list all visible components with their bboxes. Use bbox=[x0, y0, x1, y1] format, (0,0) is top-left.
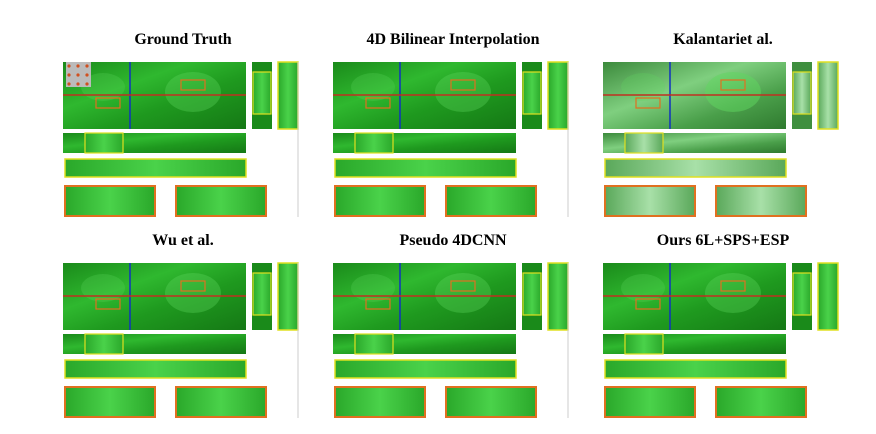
panel-title: 4D Bilinear Interpolation bbox=[366, 31, 539, 48]
texture bbox=[351, 73, 395, 101]
grid-dot bbox=[76, 82, 80, 86]
zoom-2 bbox=[175, 386, 267, 418]
panel-title: Kalantariet al. bbox=[673, 31, 773, 48]
zoom-1 bbox=[64, 386, 156, 418]
roi-box bbox=[95, 298, 121, 310]
side-strip-box bbox=[792, 71, 812, 115]
roi-box bbox=[180, 79, 206, 91]
grid-dot bbox=[67, 82, 71, 86]
strip-1-box bbox=[624, 132, 664, 154]
strip-1-box bbox=[354, 132, 394, 154]
zoom-2 bbox=[715, 185, 807, 217]
texture bbox=[621, 274, 665, 302]
texture bbox=[705, 273, 761, 313]
texture bbox=[351, 274, 395, 302]
panel: Wu et al. bbox=[63, 232, 299, 418]
grid-dot bbox=[67, 73, 71, 77]
panel: Pseudo 4DCNN bbox=[333, 232, 569, 418]
panel: Kalantariet al. bbox=[603, 31, 839, 217]
roi-box bbox=[720, 79, 746, 91]
roi-box bbox=[365, 298, 391, 310]
roi-box bbox=[720, 280, 746, 292]
side-strip-box bbox=[252, 71, 272, 115]
strip-2 bbox=[604, 158, 787, 178]
strip-1-box bbox=[624, 333, 664, 355]
zoom-1 bbox=[334, 185, 426, 217]
panel: Ours 6L+SPS+ESP bbox=[603, 232, 839, 418]
grid-dot bbox=[85, 82, 89, 86]
panel: 4D Bilinear Interpolation bbox=[333, 31, 569, 217]
zoom-1 bbox=[64, 185, 156, 217]
zoom-1 bbox=[604, 386, 696, 418]
side-strip-box bbox=[522, 272, 542, 316]
zoom-2 bbox=[445, 185, 537, 217]
zoom-2 bbox=[715, 386, 807, 418]
panel-title: Ours 6L+SPS+ESP bbox=[657, 232, 790, 249]
texture bbox=[435, 273, 491, 313]
side-strip bbox=[277, 61, 299, 130]
panel-title: Ground Truth bbox=[134, 31, 231, 48]
roi-box bbox=[450, 280, 476, 292]
side-strip bbox=[817, 61, 839, 130]
strip-2 bbox=[334, 359, 517, 379]
roi-box bbox=[180, 280, 206, 292]
roi-box bbox=[95, 97, 121, 109]
grid-dot bbox=[85, 73, 89, 77]
grid-dot bbox=[85, 64, 89, 68]
panel: Ground Truth bbox=[63, 31, 299, 217]
texture bbox=[705, 72, 761, 112]
strip-2 bbox=[64, 158, 247, 178]
side-strip bbox=[817, 262, 839, 331]
side-strip-box bbox=[792, 272, 812, 316]
panels: Ground Truth 4D Bilinear Interpolation Kal… bbox=[63, 31, 839, 418]
roi-box bbox=[635, 298, 661, 310]
strip-1-box bbox=[354, 333, 394, 355]
panel-title: Pseudo 4DCNN bbox=[399, 232, 507, 249]
strip-1-box bbox=[84, 333, 124, 355]
roi-box bbox=[450, 79, 476, 91]
zoom-2 bbox=[445, 386, 537, 418]
grid-dot bbox=[67, 64, 71, 68]
texture bbox=[621, 73, 665, 101]
texture bbox=[165, 72, 221, 112]
zoom-1 bbox=[604, 185, 696, 217]
strip-2 bbox=[604, 359, 787, 379]
zoom-1 bbox=[334, 386, 426, 418]
side-strip bbox=[547, 262, 569, 331]
side-strip-box bbox=[252, 272, 272, 316]
texture bbox=[81, 73, 125, 101]
strip-2 bbox=[64, 359, 247, 379]
grid-dot bbox=[76, 73, 80, 77]
grid-dot bbox=[76, 64, 80, 68]
strip-2 bbox=[334, 158, 517, 178]
strip-1-box bbox=[84, 132, 124, 154]
roi-box bbox=[635, 97, 661, 109]
roi-box bbox=[365, 97, 391, 109]
texture bbox=[81, 274, 125, 302]
side-strip bbox=[547, 61, 569, 130]
zoom-2 bbox=[175, 185, 267, 217]
side-strip bbox=[277, 262, 299, 331]
panel-title: Wu et al. bbox=[152, 232, 213, 249]
side-strip-box bbox=[522, 71, 542, 115]
texture bbox=[165, 273, 221, 313]
texture bbox=[435, 72, 491, 112]
